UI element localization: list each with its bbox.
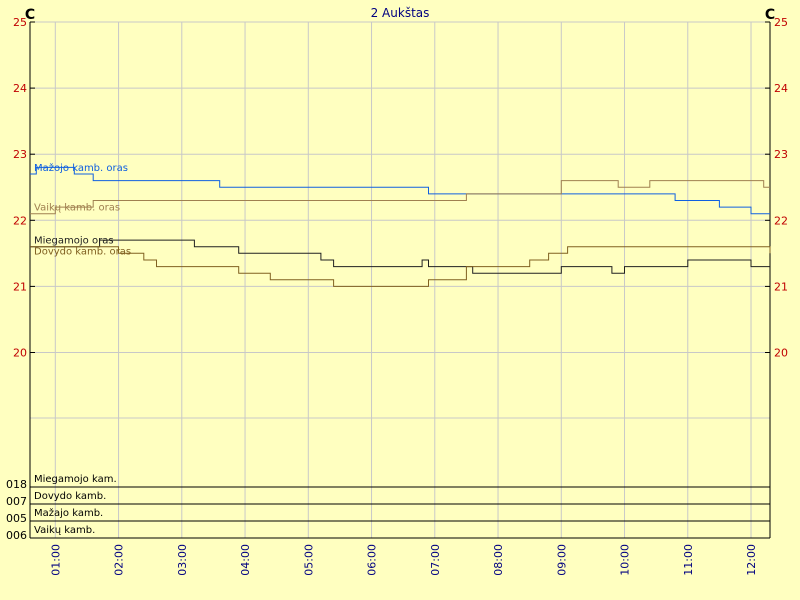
status-row-label: Vaikų kamb. [34,525,95,536]
x-tick-label: 09:00 [555,544,568,576]
status-row-code: 005 [6,512,27,525]
y-tick-label-right: 25 [774,16,788,29]
y-tick-labels: 25 25 24 24 23 23 22 22 21 21 20 20 [13,16,788,360]
x-tick-label: 03:00 [176,544,189,576]
axes [29,21,771,539]
y-tick-label-left: 23 [13,148,27,161]
series-lines [30,166,771,287]
status-row-label: Miegamojo kam. [34,474,117,485]
series-label: Mažojo kamb. oras [34,162,128,174]
y-tick-label-left: 25 [13,16,27,29]
y-tick-label-right: 23 [774,148,788,161]
x-tick-label: 11:00 [682,544,695,576]
chart-title: 2 Aukštas [371,6,430,20]
series-line [30,166,770,215]
grid [30,21,770,538]
series-line [30,239,770,274]
series-label: Dovydo kamb. oras [34,247,131,258]
x-tick-label: 10:00 [619,544,632,576]
x-tick-label: 07:00 [429,544,442,576]
status-row-label: Mažajo kamb. [34,507,103,519]
series-label: Miegamojo oras [34,236,114,247]
y-tick-label-left: 21 [13,280,27,293]
x-tick-label: 08:00 [492,544,505,576]
y-tick-label-right: 22 [774,214,788,227]
y-tick-label-right: 24 [774,82,788,95]
series-line [30,246,771,287]
y-tick-label-right: 21 [774,280,788,293]
x-tick-label: 04:00 [239,544,252,576]
x-tick-label: 06:00 [366,544,379,576]
status-row-code: 018 [6,478,27,491]
y-tick-label-left: 22 [13,214,27,227]
y-tick-label-left: 24 [13,82,27,95]
x-tick-labels: 01:00 02:00 03:00 04:00 05:00 06:00 07:00 08:00… [49,544,758,576]
status-panel: Miegamojo kam. 018 Dovydo kamb. 007 Mažajo k… [6,474,770,542]
series-line [30,180,770,215]
x-tick-label: 01:00 [49,544,62,576]
x-tick-label: 12:00 [745,544,758,576]
x-tick-label: 02:00 [113,544,126,576]
status-row-label: Dovydo kamb. [34,491,106,502]
series-labels: Mažojo kamb. oras Vaikų kamb. oras Miegamo… [34,162,131,258]
status-row-code: 006 [6,529,27,542]
y-tick-label-left: 20 [13,347,27,360]
x-tick-label: 05:00 [302,544,315,576]
y-unit-left: C [25,7,35,23]
y-unit-right: C [765,7,775,23]
y-tick-label-right: 20 [774,347,788,360]
status-row-code: 007 [6,495,27,508]
series-label: Vaikų kamb. oras [34,203,120,214]
